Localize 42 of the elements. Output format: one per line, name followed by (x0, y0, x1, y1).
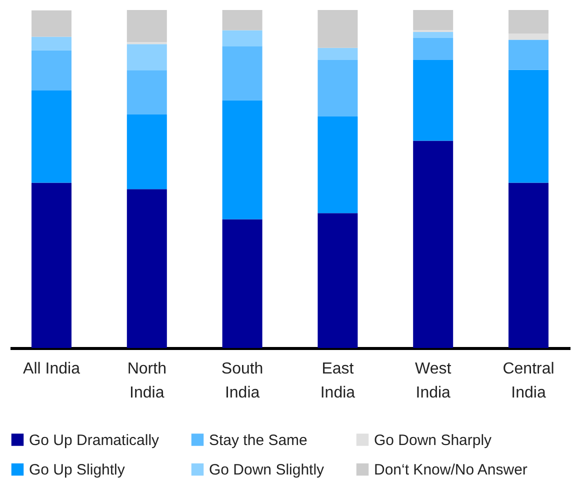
bar (32, 10, 72, 37)
bar (508, 182, 548, 348)
bar (508, 34, 548, 40)
bar (32, 182, 72, 348)
bar (508, 40, 548, 70)
bar (318, 213, 358, 348)
bar (126, 10, 167, 42)
bar (318, 10, 358, 48)
x-tick-label: East India (320, 360, 356, 402)
bar (318, 48, 358, 60)
bar (32, 36, 72, 50)
bar (318, 60, 358, 116)
bar (508, 70, 548, 183)
legend-label: Go Up Slightly (29, 462, 126, 478)
legend-label: Stay the Same (209, 432, 308, 449)
bar (126, 189, 167, 348)
bar (126, 70, 167, 114)
x-tick-label: All India (23, 360, 80, 378)
bar (126, 114, 167, 190)
x-tick-label: South India (221, 360, 264, 402)
bar (318, 116, 358, 214)
x-tick-label: North India (127, 360, 166, 402)
bar (32, 50, 72, 90)
bar (413, 60, 454, 141)
bar (222, 219, 262, 348)
legend-label: Don‘t Know/No Answer (374, 462, 528, 478)
bar (222, 10, 262, 30)
bar (508, 10, 548, 34)
bar (413, 32, 454, 38)
bar (32, 90, 72, 183)
bar (413, 38, 454, 60)
bar (222, 46, 262, 100)
bar (222, 100, 262, 220)
bar (413, 10, 454, 30)
x-tick-label: West India (415, 360, 452, 402)
legend-label: Go Up Dramatically (29, 432, 160, 449)
bar (413, 140, 454, 348)
x-tick-label: Central India (502, 360, 554, 402)
bar (222, 30, 262, 46)
legend-label: Go Down Sharply (374, 432, 492, 449)
bar (126, 44, 167, 70)
legend-label: Go Down Slightly (209, 462, 325, 478)
